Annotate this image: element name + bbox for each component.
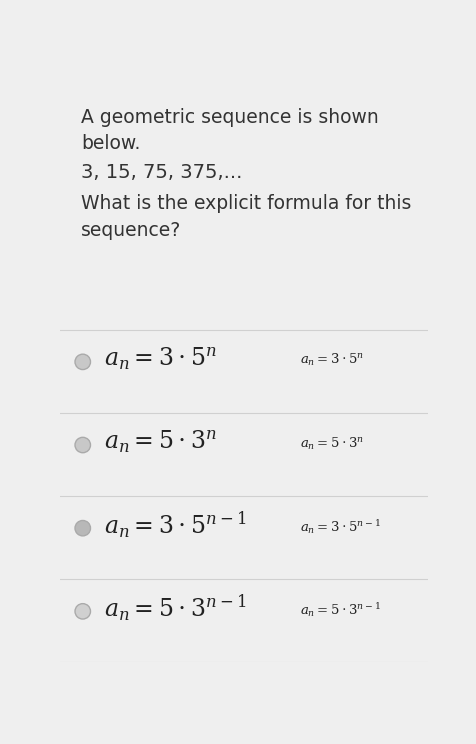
- Text: $a_n = 5 \cdot 3^n$: $a_n = 5 \cdot 3^n$: [104, 429, 218, 455]
- Text: 3, 15, 75, 375,...: 3, 15, 75, 375,...: [81, 163, 243, 182]
- Circle shape: [75, 354, 90, 370]
- Circle shape: [75, 437, 90, 452]
- Text: $a_n = 5 \cdot 3^{n-1}$: $a_n = 5 \cdot 3^{n-1}$: [300, 601, 380, 619]
- Circle shape: [75, 603, 90, 619]
- Text: A geometric sequence is shown
below.: A geometric sequence is shown below.: [81, 108, 379, 153]
- Text: $a_n = 3 \cdot 5^{n-1}$: $a_n = 3 \cdot 5^{n-1}$: [104, 510, 247, 540]
- Text: $a_n = 5 \cdot 3^n$: $a_n = 5 \cdot 3^n$: [300, 435, 364, 452]
- Text: $a_n = 3 \cdot 5^n$: $a_n = 3 \cdot 5^n$: [300, 352, 364, 368]
- Text: $a_n = 3 \cdot 5^{n-1}$: $a_n = 3 \cdot 5^{n-1}$: [300, 518, 380, 536]
- Text: $a_n = 5 \cdot 3^{n-1}$: $a_n = 5 \cdot 3^{n-1}$: [104, 593, 247, 623]
- Text: $a_n = 3 \cdot 5^n$: $a_n = 3 \cdot 5^n$: [104, 346, 218, 372]
- Circle shape: [75, 521, 90, 536]
- Text: What is the explicit formula for this
sequence?: What is the explicit formula for this se…: [81, 194, 412, 240]
